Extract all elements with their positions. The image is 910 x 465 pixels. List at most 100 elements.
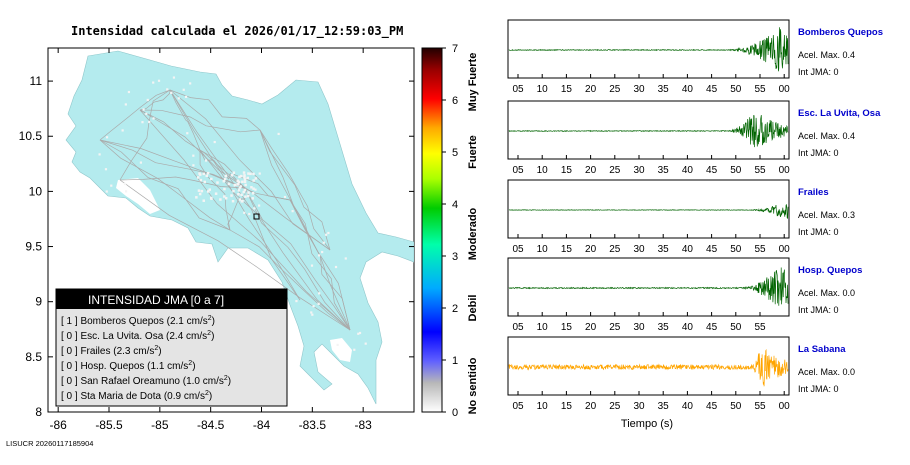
accel-max: Acel. Max. 0.3 bbox=[798, 210, 855, 220]
town bbox=[237, 193, 240, 196]
accel-max: Acel. Max. 0.4 bbox=[798, 131, 855, 141]
town bbox=[202, 199, 206, 202]
time-axis-label: Tiempo (s) bbox=[621, 418, 673, 430]
trace-x-tick-label: 35 bbox=[658, 244, 670, 255]
map-x-tick-label: -86 bbox=[49, 418, 67, 432]
legend-title: INTENSIDAD JMA [0 a 7] bbox=[88, 293, 224, 307]
legend-close: ) bbox=[228, 376, 231, 387]
colorbar-labels: No sentido Debil Moderado Fuerte Muy Fuerte bbox=[467, 53, 479, 415]
station-name: Bomberos Quepos bbox=[798, 27, 883, 38]
legend-jma: [ 0 ] bbox=[61, 376, 80, 387]
road bbox=[199, 149, 291, 201]
colorbar-tick-label: 4 bbox=[452, 199, 458, 211]
town bbox=[317, 254, 321, 257]
town bbox=[121, 129, 124, 132]
town bbox=[224, 197, 228, 200]
town bbox=[142, 108, 145, 111]
town bbox=[244, 183, 247, 187]
trace-x-tick-label: 25 bbox=[609, 165, 621, 176]
trace-x-tick-label: 05 bbox=[512, 401, 524, 412]
town-points bbox=[98, 76, 367, 351]
map-x-tick-label: -85.5 bbox=[95, 418, 123, 432]
town bbox=[317, 302, 320, 305]
town bbox=[310, 311, 313, 314]
trace-x-tick-label: 45 bbox=[706, 401, 718, 412]
trace-x-tick-label: 40 bbox=[682, 84, 694, 95]
town bbox=[237, 189, 241, 192]
seismogram-panel: 05 10 15 20 25 30 35 40 45 50 55 00 La Sabana Acel. M… bbox=[507, 336, 855, 412]
trace-x-tick-label: 25 bbox=[609, 322, 621, 333]
trace-x-tick-label: 40 bbox=[682, 322, 694, 333]
town bbox=[127, 90, 131, 94]
trace-x-tick-label: 15 bbox=[561, 244, 573, 255]
jma-colorbar: 0 1 2 3 4 5 6 7 No sentido Debil Moderado Fuerte Mu… bbox=[421, 43, 479, 419]
legend-station: Bomberos Quepos (2.1 cm/s bbox=[80, 316, 207, 327]
trace-x-tick-label: 15 bbox=[561, 401, 573, 412]
trace-x-tick-label: 35 bbox=[658, 322, 670, 333]
trace-frame bbox=[507, 100, 790, 160]
accel-max: Acel. Max. 0.0 bbox=[798, 367, 855, 377]
trace-x-tick-label: 50 bbox=[730, 165, 742, 176]
trace-x-tick-label: 40 bbox=[682, 165, 694, 176]
trace-x-tick-label: 00 bbox=[779, 401, 791, 412]
waveform-line bbox=[508, 115, 789, 148]
town bbox=[98, 153, 101, 156]
town bbox=[243, 174, 246, 177]
golfo-dulce bbox=[330, 338, 352, 362]
town bbox=[198, 173, 202, 176]
town bbox=[241, 180, 244, 184]
town bbox=[242, 171, 246, 174]
trace-x-tick-label: 30 bbox=[633, 322, 645, 333]
town bbox=[310, 264, 314, 267]
town bbox=[227, 182, 231, 186]
legend-jma: [ 0 ] bbox=[61, 391, 80, 402]
town bbox=[237, 180, 241, 184]
seismogram-panels: 05 10 15 20 25 30 35 40 45 50 55 00 Bomberos Quepos A… bbox=[507, 19, 883, 412]
legend-jma: [ 1 ] bbox=[61, 316, 80, 327]
legend-station: Hosp. Quepos (1.1 cm/s bbox=[80, 361, 188, 372]
colorbar-tick-label: 6 bbox=[452, 95, 458, 107]
town bbox=[182, 88, 185, 91]
road bbox=[259, 129, 331, 251]
waveform-line bbox=[508, 27, 789, 72]
town bbox=[186, 132, 189, 135]
colorbar-label: Debil bbox=[467, 295, 479, 322]
town bbox=[243, 188, 247, 192]
town bbox=[148, 120, 151, 124]
map-x-tick-label: -84.5 bbox=[197, 418, 225, 432]
trace-x-tick-label: 25 bbox=[609, 401, 621, 412]
town bbox=[252, 172, 255, 176]
road bbox=[244, 187, 351, 331]
trace-x-tick-label: 15 bbox=[561, 165, 573, 176]
town bbox=[199, 178, 203, 182]
town bbox=[327, 231, 330, 235]
town bbox=[251, 191, 255, 195]
town bbox=[249, 172, 252, 176]
town bbox=[334, 265, 338, 269]
town bbox=[232, 171, 236, 174]
town bbox=[233, 183, 237, 187]
colorbar-tick-label: 5 bbox=[452, 147, 458, 159]
road bbox=[99, 139, 291, 201]
legend-unit-exp: 2 bbox=[154, 345, 158, 352]
road bbox=[289, 199, 351, 331]
map-y-tick-label: 10.5 bbox=[19, 129, 43, 143]
town bbox=[157, 79, 161, 82]
station-name: Esc. La Uvita, Osa bbox=[798, 108, 881, 119]
town bbox=[172, 76, 176, 79]
town bbox=[210, 197, 213, 200]
town bbox=[124, 103, 127, 106]
station-name: La Sabana bbox=[798, 344, 846, 355]
town bbox=[152, 81, 155, 84]
town bbox=[243, 178, 247, 181]
legend-header bbox=[56, 289, 287, 309]
costa-rica-landmass bbox=[65, 50, 414, 405]
trace-x-tick-label: 00 bbox=[779, 244, 791, 255]
gulf-nicoya bbox=[116, 178, 160, 214]
town bbox=[170, 91, 173, 94]
legend-unit-exp: 2 bbox=[224, 375, 228, 382]
legend-item: [ 0 ] Frailes (2.3 cm/s2) bbox=[61, 345, 162, 357]
town bbox=[230, 174, 234, 177]
town bbox=[141, 121, 144, 124]
trace-frame bbox=[507, 19, 790, 79]
